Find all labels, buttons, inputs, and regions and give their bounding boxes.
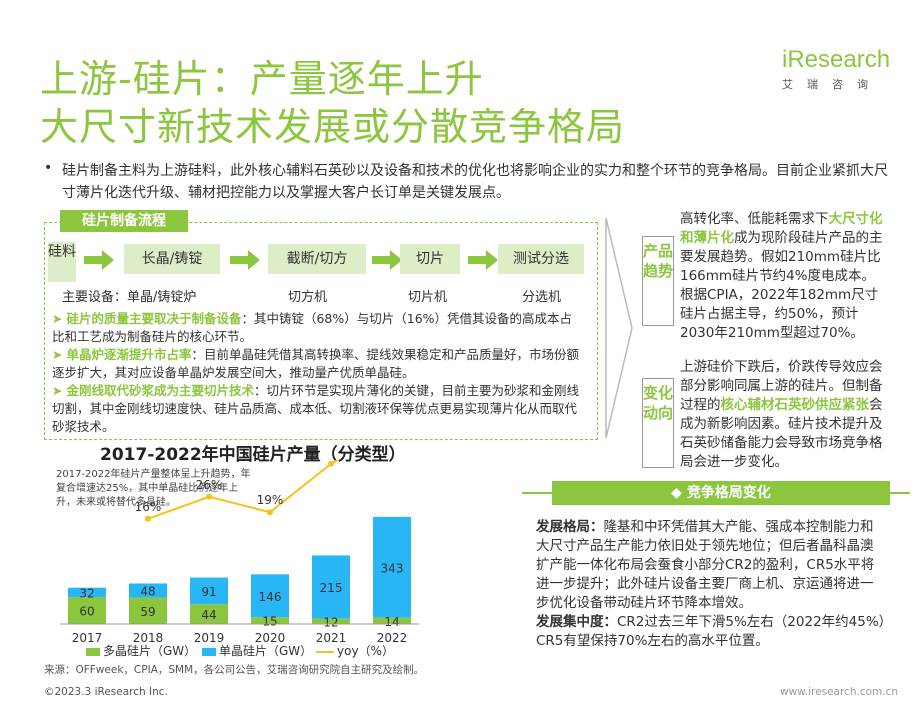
logo-sub: 艾瑞咨询 [782, 78, 882, 91]
equip-label: 主要设备：单晶/铸锭炉 [62, 290, 197, 305]
bar-mono [251, 574, 289, 618]
intro-text: 硅片制备主料为上游硅料，此外核心辅料石英砂以及设备和技术的优化也将影响企业的实力… [62, 163, 888, 201]
yoy-point [206, 493, 212, 500]
legend-mono: 单晶硅片（GW） [202, 642, 312, 659]
logo-brand: iResearch [782, 46, 891, 73]
production-chart: 60 32 2017 59 48 2018 44 91 2019 15 146 2020 12 215 20… [60, 460, 419, 645]
footer-copyright: ©2023.3 iResearch Inc. [44, 686, 168, 698]
chart-title: 2017-2022年中国硅片产量（分类型） [100, 445, 406, 465]
process-point: ➤ 单晶炉逐渐提升市占率：目前单晶硅凭借其高转换率、提线效果稳定和产品质量好，市… [52, 347, 579, 380]
yoy-label: 26% [196, 478, 223, 492]
bar-mono [68, 587, 106, 598]
chart-note: 2017-2022年硅片产量整体呈上升趋势，年复合增速达25%，其中单晶硅比例逐… [56, 469, 251, 508]
bar-poly [373, 617, 411, 624]
label-poly: 44 [201, 608, 216, 622]
process-point: ➤ 硅片的质量主要取决于制备设备：其中铸锭（68%）与切片（16%）凭借其设备的… [52, 311, 573, 344]
competition-text: 发展格局：隆基和中环凭借其大产能、强成本控制能力和大尺寸产品生产能力依旧处于领先… [536, 519, 886, 649]
bar-poly [312, 618, 350, 624]
x-tick-label: 2021 [316, 631, 347, 645]
bar-mono [312, 555, 350, 619]
equip-slicer: 切片机 [408, 290, 448, 305]
x-tick-label: 2019 [194, 631, 225, 645]
equip-cutter: 切方机 [288, 290, 328, 305]
label-mono: 32 [79, 586, 94, 600]
label-poly: 59 [140, 605, 155, 619]
process-title: 硅片制备流程 [60, 210, 188, 232]
label-mono: 48 [140, 585, 155, 599]
label-mono: 215 [320, 581, 343, 595]
x-tick-label: 2018 [133, 631, 164, 645]
change-text: 上游硅价下跌后，价跌传导效应会部分影响同属上游的硅片。但制备过程的核心辅材石英砂… [680, 359, 883, 470]
page-title-line2: 大尺寸新技术发展或分散竞争格局 [40, 105, 626, 149]
label-mono: 91 [201, 585, 216, 599]
equip-sorter: 分选机 [522, 290, 562, 305]
source-note: 来源：OFFweek，CPIA，SMM，各公司公告，艾瑞咨询研究院自主研究及绘制… [44, 664, 425, 676]
legend-yoy: yoy（%） [316, 642, 394, 659]
trend-text: 高转化率、低能耗需求下大尺寸化和薄片化成为现阶段硅片产品的主要发展趋势。假如21… [680, 211, 883, 341]
page-title-line1: 上游-硅片：产量逐年上升 [40, 57, 484, 101]
competition-header: ◆ 竞争格局变化 [552, 481, 890, 505]
process-panel [44, 222, 598, 440]
label-mono: 343 [381, 561, 404, 575]
yoy-label: 16% [135, 500, 162, 514]
yoy-label: 19% [257, 493, 284, 507]
bar-mono [129, 583, 167, 598]
footer-url: www.iresearch.com.cn [780, 686, 899, 698]
change-tag: 变化动向 [642, 378, 674, 468]
label-poly: 14 [384, 615, 399, 629]
x-tick-label: 2020 [255, 631, 286, 645]
step-silicon-label: 硅料 [48, 244, 76, 260]
label-mono: 146 [259, 590, 282, 604]
yoy-point [145, 515, 151, 522]
step-slice: 切片 [400, 244, 460, 274]
process-points: ➤ 硅片的质量主要取决于制备设备：其中铸锭（68%）与切片（16%）凭借其设备的… [52, 310, 582, 436]
x-tick-label: 2022 [377, 631, 408, 645]
trend-tag: 产品趋势 [642, 236, 674, 326]
yoy-point [328, 460, 334, 467]
label-poly: 12 [323, 615, 338, 629]
bar-poly [251, 617, 289, 624]
iresearch-logo: iResearch 艾瑞咨询 [782, 46, 892, 92]
divider [522, 492, 552, 494]
process-point: ➤ 金刚线取代砂浆成为主要切片技术：切片环节是实现片薄化的关键，目前主要为砂浆和… [52, 383, 579, 434]
step-crystal: 长晶/铸锭 [124, 244, 220, 274]
bar-poly [190, 604, 228, 624]
bar-poly [129, 597, 167, 624]
step-cut: 截断/切方 [268, 244, 366, 274]
bar-mono [373, 516, 411, 618]
label-poly: 60 [79, 605, 94, 619]
yoy-point [267, 509, 273, 516]
bar-poly [68, 597, 106, 624]
step-silicon: 硅料 [48, 242, 76, 282]
intro-bullet: • [44, 160, 53, 176]
legend-poly: 多晶硅片（GW） [86, 642, 196, 659]
bar-mono [190, 577, 228, 605]
divider [890, 492, 910, 494]
step-test: 测试分选 [498, 244, 584, 274]
big-arrow-icon [605, 218, 633, 438]
x-tick-label: 2017 [72, 631, 103, 645]
label-poly: 15 [262, 615, 277, 629]
